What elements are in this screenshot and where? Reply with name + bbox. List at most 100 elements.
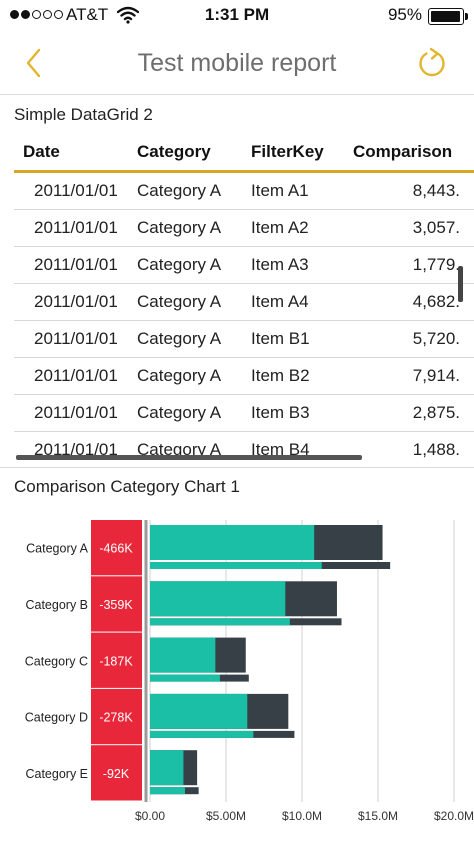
table-row[interactable]: 2011/01/01 Category A Item B4 1,488.: [0, 432, 474, 460]
status-bar: AT&T 1:31 PM 95%: [0, 0, 474, 32]
value-thin-bar: [150, 562, 322, 569]
clock: 1:31 PM: [204, 5, 270, 24]
row-divider: [14, 283, 474, 284]
signal-dot: [21, 10, 30, 19]
table-row[interactable]: 2011/01/01 Category A Item B2 7,914.: [0, 358, 474, 395]
cell-category: Category A: [137, 255, 222, 274]
value-bar: [150, 693, 248, 729]
cell-date: 2011/01/01: [34, 440, 118, 459]
table-row[interactable]: 2011/01/01 Category A Item A2 3,057.: [0, 210, 474, 247]
cell-filterkey: Item A3: [251, 255, 309, 274]
cell-filterkey: Item B4: [251, 440, 310, 459]
value-bar: [150, 750, 184, 786]
difference-bar: [91, 576, 142, 632]
category-label: Category D: [25, 711, 88, 725]
wifi-icon: [117, 6, 139, 24]
cell-comparison: 1,779.: [412, 255, 460, 274]
table-row[interactable]: 2011/01/01 Category A Item B3 2,875.: [0, 395, 474, 432]
chart-title: Comparison Category Chart 1: [14, 477, 240, 496]
x-tick-label: $20.0M: [434, 809, 474, 823]
cell-date: 2011/01/01: [34, 329, 118, 348]
page-title: Test mobile report: [137, 49, 337, 77]
value-thin-bar: [150, 618, 290, 626]
carrier-name: AT&T: [66, 5, 109, 24]
datagrid-panel: Simple DataGrid 2 Date Category FilterKe…: [0, 95, 474, 468]
value-thin-bar: [150, 730, 254, 738]
value-bar: [150, 525, 315, 560]
cell-category: Category A: [137, 292, 222, 311]
difference-label: -466K: [99, 542, 133, 556]
column-header-date[interactable]: Date: [23, 142, 60, 161]
difference-bar: [91, 688, 142, 745]
table-row[interactable]: 2011/01/01 Category A Item A3 1,779.: [0, 247, 474, 284]
cell-date: 2011/01/01: [34, 366, 118, 385]
difference-label: -359K: [99, 598, 133, 612]
vertical-scrollbar[interactable]: [458, 266, 463, 302]
nav-bar: Test mobile report: [0, 32, 474, 95]
cell-filterkey: Item B2: [251, 366, 310, 385]
category-label: Category A: [26, 542, 89, 556]
cell-date: 2011/01/01: [34, 255, 118, 274]
battery-percentage: 95%: [387, 5, 422, 24]
cell-date: 2011/01/01: [34, 218, 118, 237]
battery-icon: [428, 8, 464, 25]
row-divider: [14, 357, 474, 358]
value-thin-bar: [150, 674, 220, 682]
datagrid-header: Date Category FilterKey Comparison: [0, 135, 474, 169]
row-divider: [14, 431, 474, 432]
x-tick-label: $10.0M: [282, 809, 322, 823]
horizontal-scrollbar[interactable]: [16, 455, 362, 460]
cell-comparison: 4,682.: [412, 292, 460, 311]
category-label: Category C: [25, 654, 88, 668]
category-label: Category B: [25, 598, 88, 612]
cell-category: Category A: [137, 440, 222, 459]
row-divider: [14, 209, 474, 210]
cell-date: 2011/01/01: [34, 403, 118, 422]
x-tick-label: $0.00: [135, 809, 165, 823]
header-divider: [14, 170, 474, 173]
cell-date: 2011/01/01: [34, 181, 118, 200]
cell-category: Category A: [137, 329, 222, 348]
difference-label: -187K: [99, 654, 133, 668]
column-header-comparison[interactable]: Comparison: [353, 142, 453, 161]
cell-comparison: 3,057.: [412, 218, 460, 237]
cell-category: Category A: [137, 218, 222, 237]
difference-bar: [91, 632, 142, 688]
column-header-filterkey[interactable]: FilterKey: [251, 142, 324, 161]
difference-label: -92K: [103, 767, 130, 781]
x-tick-label: $15.0M: [358, 809, 398, 823]
difference-bar: [91, 745, 142, 801]
cell-category: Category A: [137, 403, 222, 422]
chevron-left-icon[interactable]: [20, 46, 48, 80]
category-label: Category E: [25, 767, 88, 781]
row-divider: [14, 246, 474, 247]
difference-bar: [91, 520, 142, 576]
cell-comparison: 8,443.: [412, 181, 460, 200]
value-bar: [150, 581, 286, 617]
cell-comparison: 5,720.: [412, 329, 460, 348]
cell-filterkey: Item B3: [251, 403, 310, 422]
table-row[interactable]: 2011/01/01 Category A Item A4 4,682.: [0, 284, 474, 321]
comparison-bar-chart: $0.00 $5.00M $10.0M $15.0M $20.0M -466K Catego…: [25, 520, 474, 823]
cell-filterkey: Item A1: [251, 181, 309, 200]
cell-filterkey: Item A2: [251, 218, 309, 237]
column-header-category[interactable]: Category: [137, 142, 211, 161]
signal-dot: [43, 10, 52, 19]
cell-filterkey: Item B1: [251, 329, 310, 348]
x-tick-label: $5.00M: [206, 809, 246, 823]
signal-dot: [54, 10, 63, 19]
value-thin-bar: [150, 787, 185, 795]
cell-filterkey: Item A4: [251, 292, 309, 311]
cell-category: Category A: [137, 181, 222, 200]
row-divider: [14, 394, 474, 395]
difference-label: -278K: [99, 711, 133, 725]
cell-comparison: 7,914.: [412, 366, 460, 385]
refresh-icon[interactable]: [416, 45, 448, 79]
cell-comparison: 2,875.: [412, 403, 460, 422]
table-row[interactable]: 2011/01/01 Category A Item B1 5,720.: [0, 321, 474, 358]
datagrid-body[interactable]: 2011/01/01 Category A Item A1 8,443. 2011/01…: [0, 173, 474, 460]
table-row[interactable]: 2011/01/01 Category A Item A1 8,443.: [0, 173, 474, 210]
battery-tip: [465, 13, 468, 20]
row-divider: [14, 320, 474, 321]
datagrid-title: Simple DataGrid 2: [14, 105, 153, 124]
